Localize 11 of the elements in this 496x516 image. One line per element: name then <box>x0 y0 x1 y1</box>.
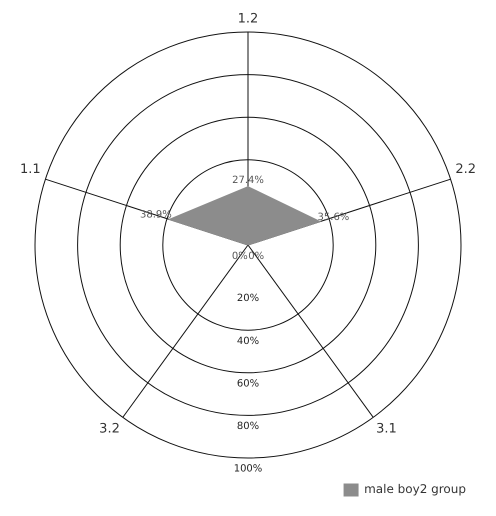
spoke-label: 3.2 <box>99 422 120 437</box>
spoke-label: 1.2 <box>238 12 258 27</box>
y-tick-label: 60% <box>236 378 260 390</box>
y-tick-label: 100% <box>234 464 262 475</box>
spoke-label: 1.1 <box>20 162 41 178</box>
y-tick-label: 40% <box>236 336 260 347</box>
spoke-label: 2.2 <box>455 162 476 178</box>
legend-label: male boy2 group <box>364 482 466 496</box>
y-tick-label: 20% <box>236 293 260 304</box>
y-tick-label: 80% <box>236 420 260 432</box>
spoke-label: 3.1 <box>376 422 397 437</box>
